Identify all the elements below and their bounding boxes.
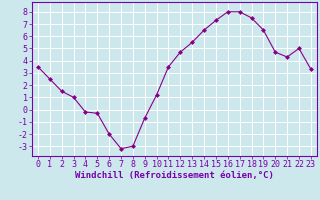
X-axis label: Windchill (Refroidissement éolien,°C): Windchill (Refroidissement éolien,°C)	[75, 171, 274, 180]
